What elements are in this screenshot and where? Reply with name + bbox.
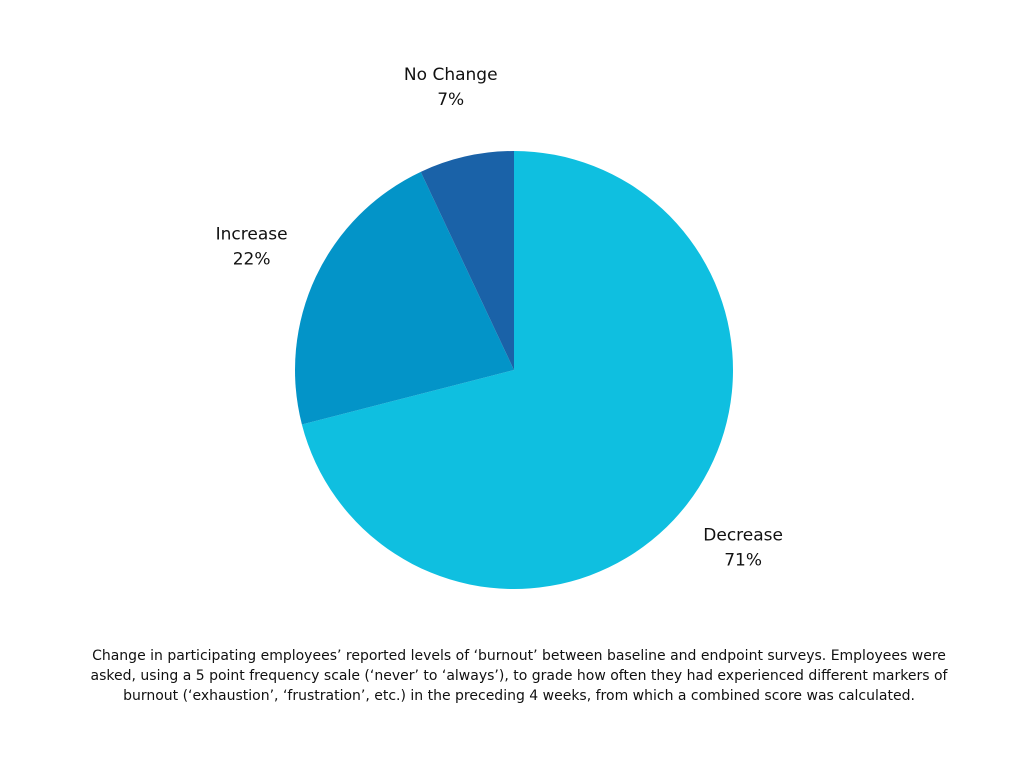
slice-label: No Change xyxy=(404,65,498,85)
slice-value-label: 22% xyxy=(233,250,271,270)
caption: Change in participating employees’ repor… xyxy=(90,648,948,704)
pie-slice xyxy=(301,151,733,589)
slice-value-label: 7% xyxy=(437,90,464,110)
pie-slice xyxy=(420,151,514,370)
slice-value-label: 71% xyxy=(724,551,762,571)
chart: Decrease 71% Increase 22% No Change 7% xyxy=(216,65,783,589)
slice-label: Increase xyxy=(216,225,288,245)
slice-label: Decrease xyxy=(703,526,783,546)
pie-slice xyxy=(294,171,514,425)
